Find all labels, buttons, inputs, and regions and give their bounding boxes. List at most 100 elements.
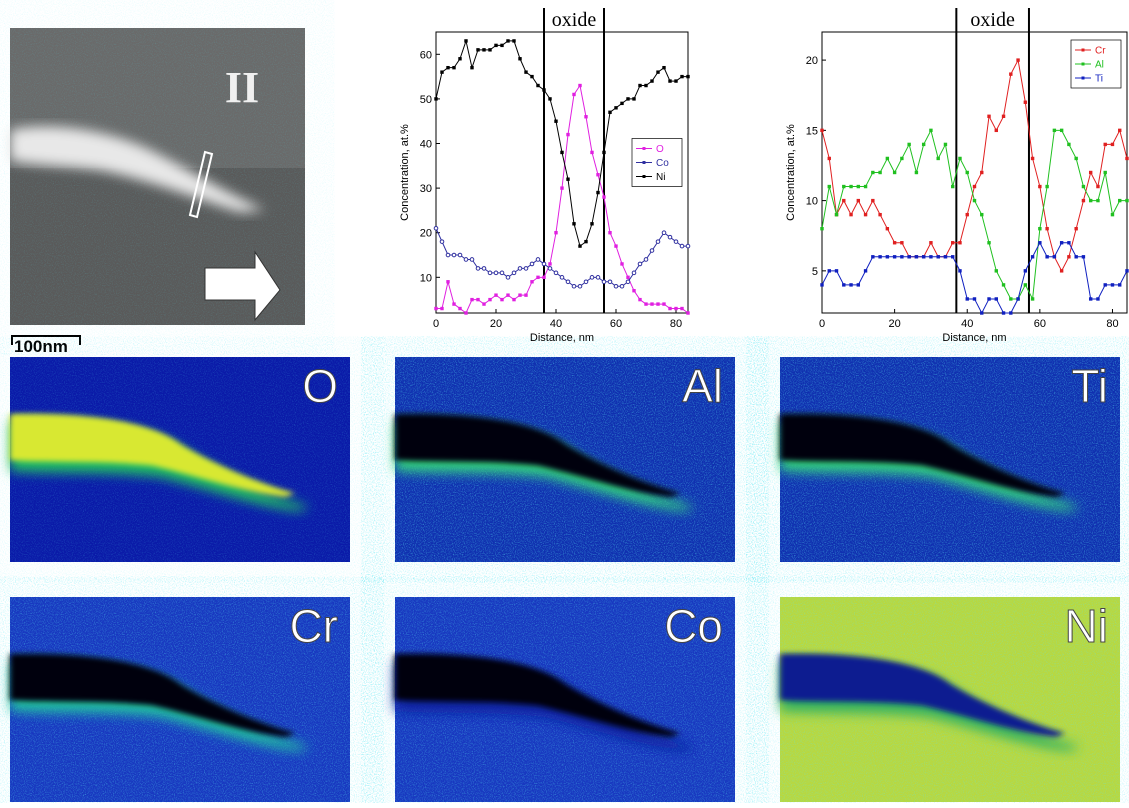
data-point <box>452 65 456 70</box>
data-point <box>987 241 991 245</box>
data-point <box>565 279 571 285</box>
data-point <box>452 302 456 306</box>
data-point <box>554 119 558 123</box>
data-point <box>487 270 493 276</box>
legend-marker <box>1081 76 1085 80</box>
data-point <box>619 283 625 289</box>
data-point <box>548 97 552 101</box>
data-point <box>921 255 926 259</box>
data-point <box>680 306 684 311</box>
data-point <box>1059 241 1064 245</box>
data-point <box>571 283 577 289</box>
data-point <box>536 83 540 88</box>
data-point <box>1030 297 1035 301</box>
data-point <box>662 302 666 306</box>
data-point <box>560 186 564 190</box>
plot-frame <box>435 31 689 314</box>
data-point <box>900 241 904 245</box>
data-point <box>493 270 499 276</box>
data-point <box>578 244 582 248</box>
data-point <box>1045 255 1049 259</box>
data-point <box>475 266 481 271</box>
map-band <box>395 413 681 497</box>
data-point <box>470 297 474 302</box>
data-point <box>1118 283 1122 287</box>
data-point <box>1096 198 1100 203</box>
data-point <box>686 311 690 315</box>
legend-marker <box>1081 62 1085 66</box>
data-point <box>439 239 445 244</box>
data-point <box>644 83 648 88</box>
data-point <box>566 177 570 181</box>
map-band <box>780 413 1065 497</box>
element-map: Ti <box>780 357 1120 562</box>
data-point <box>595 275 601 280</box>
data-point <box>1103 142 1107 147</box>
data-point <box>608 231 612 235</box>
data-point <box>632 288 636 293</box>
data-point <box>620 101 624 106</box>
data-point <box>1067 241 1071 245</box>
y-tick-label: 50 <box>420 94 432 106</box>
data-point <box>849 283 853 287</box>
data-point <box>674 79 678 83</box>
data-point <box>856 283 861 287</box>
data-point <box>542 275 546 280</box>
data-point <box>1052 128 1057 133</box>
data-point <box>943 255 948 259</box>
data-point <box>506 39 510 43</box>
data-point <box>929 128 933 133</box>
x-tick-label: 40 <box>550 318 562 330</box>
legend-label: Co <box>656 158 669 169</box>
data-point <box>980 311 984 315</box>
data-point <box>951 255 955 259</box>
data-point <box>523 266 529 271</box>
data-point <box>820 283 824 287</box>
chart: 0 20 40 60 80 5 10 15 20 Distance, nm Concentratio… <box>785 8 1129 344</box>
x-axis-label: Distance, nm <box>942 332 1006 344</box>
data-point <box>863 212 868 217</box>
data-point <box>667 234 673 240</box>
data-point <box>643 257 649 262</box>
data-point <box>914 255 919 259</box>
data-point <box>1045 184 1049 189</box>
data-point <box>1023 100 1028 104</box>
data-point <box>987 114 991 118</box>
plot-frame <box>821 31 1128 314</box>
data-point <box>1081 198 1086 203</box>
data-point <box>972 184 977 189</box>
x-tick-label: 80 <box>1106 318 1118 330</box>
data-point <box>958 241 962 245</box>
data-point <box>655 239 661 244</box>
data-point <box>885 255 890 259</box>
legend-label: Cr <box>1095 46 1106 57</box>
data-point <box>1081 255 1086 259</box>
data-point <box>827 156 831 161</box>
data-point <box>518 293 522 297</box>
data-point <box>871 170 875 175</box>
data-point <box>1103 283 1107 287</box>
data-point <box>1052 255 1057 259</box>
data-point <box>482 302 486 306</box>
element-map: Co <box>395 597 735 802</box>
data-point <box>464 39 468 43</box>
data-point <box>457 252 463 258</box>
x-tick-label: 60 <box>610 318 622 330</box>
data-point <box>958 156 962 161</box>
data-point <box>673 239 679 244</box>
data-point <box>445 252 451 258</box>
data-point <box>965 212 969 217</box>
data-point <box>584 115 588 119</box>
x-tick-label: 80 <box>670 318 682 330</box>
data-point <box>1001 114 1006 118</box>
data-point <box>1038 227 1042 231</box>
data-point <box>885 156 890 161</box>
x-tick-label: 0 <box>819 318 825 330</box>
data-point <box>680 74 684 79</box>
scale-bar-label: 100nm <box>14 337 68 356</box>
data-point <box>500 43 504 48</box>
data-point <box>1088 170 1093 175</box>
data-point <box>481 266 487 271</box>
map-label: Ni <box>1065 600 1108 652</box>
data-point <box>500 297 504 302</box>
